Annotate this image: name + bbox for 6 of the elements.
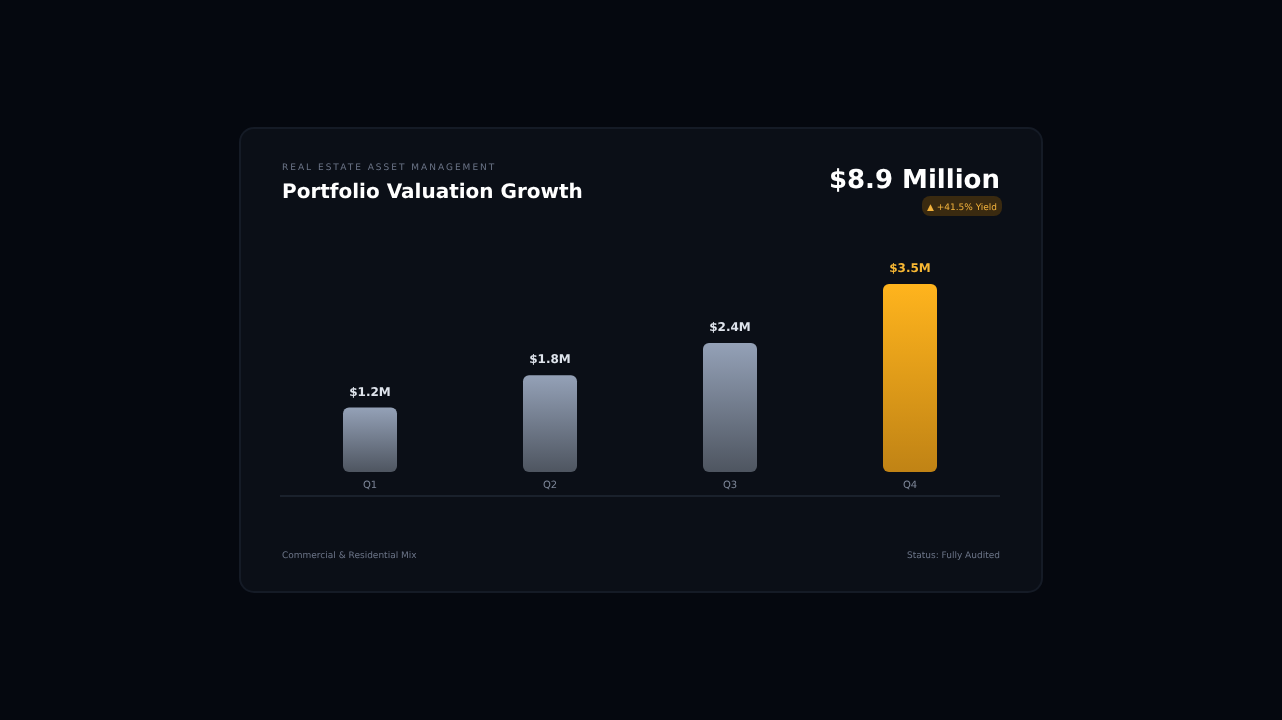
text: $8.9 Million [828,166,1000,196]
bar [883,284,937,472]
chart-title: Portfolio Valuation Growth [282,182,583,204]
bar [343,407,397,472]
bar [523,375,577,472]
bar [703,343,757,472]
